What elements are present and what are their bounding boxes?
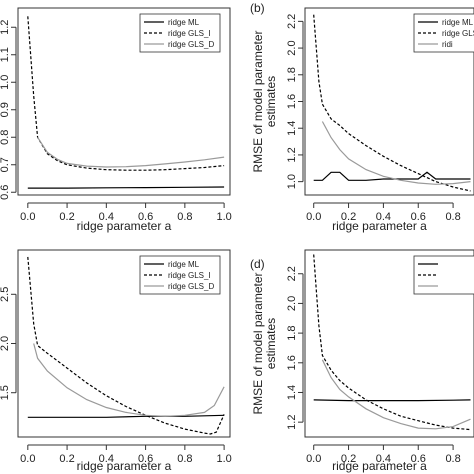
panel-c-y-tick-label: 1.5 bbox=[0, 385, 11, 400]
panel-c-series-2-line bbox=[27, 256, 225, 435]
panel-a-y-tick-label: 1.1 bbox=[0, 47, 11, 62]
panel-d-series-1-line bbox=[313, 399, 471, 402]
panel-b-series-3-line bbox=[321, 121, 471, 185]
panel-d-y-tick-label: 2.0 bbox=[286, 296, 298, 311]
panel-d-x-tick-label: 0.6 bbox=[411, 453, 426, 465]
panel-c-y-tick-label: 2.0 bbox=[0, 336, 11, 351]
panel-a-legend-entry: ridge GLS_D bbox=[168, 40, 214, 49]
panel-a-series-1-line bbox=[27, 186, 225, 189]
panel-b-legend-entry: ridi bbox=[442, 40, 453, 49]
panel-d-y-tick-label: 2.2 bbox=[286, 266, 298, 281]
panel-a-series-2-line bbox=[27, 16, 225, 171]
panel-a-x-label: ridge parameter a bbox=[77, 219, 172, 233]
panel-c-legend-entry: ridge GLS_D bbox=[168, 282, 214, 291]
panel-d-y-label: RMSE of model parameter bbox=[251, 272, 265, 414]
panel-a-x-tick-label: 0.0 bbox=[20, 211, 35, 223]
panel-c-legend bbox=[139, 255, 221, 295]
panel-c-x-tick-label: 0.6 bbox=[138, 453, 153, 465]
panel-b-letter: (b) bbox=[250, 1, 265, 15]
panel-b-y-label: estimates bbox=[264, 76, 278, 127]
panel-a-x-tick-label: 0.8 bbox=[177, 211, 192, 223]
panel-a-x-tick-label: 0.2 bbox=[59, 211, 74, 223]
panel-a-y-tick-label: 1.2 bbox=[0, 20, 11, 35]
panel-a-x-tick-label: 1.0 bbox=[216, 211, 231, 223]
panel-b-series-2-line bbox=[313, 14, 471, 192]
panel-d-x-label: ridge parameter a bbox=[332, 459, 427, 473]
panel-c-legend-entry: ridge GLS_I bbox=[168, 271, 211, 280]
panel-b-x-label: ridge parameter a bbox=[332, 219, 427, 233]
panel-a-y-tick-label: 0.7 bbox=[0, 157, 11, 172]
panel-c-y-tick-label: 2.5 bbox=[0, 287, 11, 302]
panel-b-legend-entry: ridge ML bbox=[442, 18, 474, 27]
panel-d-y-label: estimates bbox=[264, 318, 278, 369]
panel-a-x-tick-label: 0.6 bbox=[138, 211, 153, 223]
panel-c-x-tick-label: 0.8 bbox=[177, 453, 192, 465]
panel-b-series-1-line bbox=[313, 171, 471, 181]
panel-b-y-tick-label: 2.2 bbox=[286, 14, 298, 29]
panel-d-x-tick-label: 0.2 bbox=[341, 453, 356, 465]
panel-d-y-tick-label: 1.2 bbox=[286, 415, 298, 430]
panel-b-x-tick-label: 0.6 bbox=[411, 211, 426, 223]
panel-a-legend-entry: ridge ML bbox=[168, 18, 200, 27]
panel-c-series-1-line bbox=[27, 414, 225, 418]
panel-b-x-tick-label: 0.8 bbox=[445, 211, 460, 223]
panel-c-series-3-line bbox=[33, 343, 225, 417]
panel-c-legend-entry: ridge ML bbox=[168, 260, 200, 269]
panel-a-y-tick-label: 1.0 bbox=[0, 75, 11, 90]
panel-c-x-tick-label: 0.4 bbox=[99, 453, 114, 465]
panel-a-frame bbox=[17, 7, 231, 196]
panel-b-y-label: RMSE of model parameter bbox=[251, 30, 265, 172]
panel-b-y-tick-label: 1.4 bbox=[286, 121, 298, 136]
panel-a-legend-entry: ridge GLS_I bbox=[168, 29, 211, 38]
panel-d-series-2-line bbox=[313, 254, 471, 431]
panel-a-legend bbox=[139, 13, 221, 53]
panel-a-y-tick-label: 0.9 bbox=[0, 102, 11, 117]
panel-b-legend-entry: ridge GLS_I bbox=[442, 29, 474, 38]
panel-b-x-tick-label: 0.2 bbox=[341, 211, 356, 223]
panel-c-x-tick-label: 1.0 bbox=[216, 453, 231, 465]
panel-b-x-tick-label: 0.4 bbox=[376, 211, 391, 223]
panel-d-x-tick-label: 0.8 bbox=[445, 453, 460, 465]
panel-d-y-tick-label: 1.4 bbox=[286, 385, 298, 400]
panel-c-x-tick-label: 0.0 bbox=[20, 453, 35, 465]
panel-d-x-tick-label: 0.4 bbox=[376, 453, 391, 465]
panel-c-x-label: ridge parameter a bbox=[77, 459, 172, 473]
panel-d-y-tick-label: 1.8 bbox=[286, 325, 298, 340]
panel-b-y-tick-label: 1.0 bbox=[286, 174, 298, 189]
panel-a-y-tick-label: 0.6 bbox=[0, 185, 11, 200]
panel-d-x-tick-label: 0.0 bbox=[306, 453, 321, 465]
panel-b-y-tick-label: 1.6 bbox=[286, 94, 298, 109]
panel-c-x-tick-label: 0.2 bbox=[59, 453, 74, 465]
panel-d-series-3-line bbox=[321, 359, 471, 430]
panel-d-frame bbox=[304, 249, 474, 438]
panel-a-x-tick-label: 0.4 bbox=[99, 211, 114, 223]
panel-b-x-tick-label: 0.0 bbox=[306, 211, 321, 223]
panel-b-y-tick-label: 1.8 bbox=[286, 67, 298, 82]
panel-b-y-tick-label: 2.0 bbox=[286, 40, 298, 55]
panel-a-y-tick-label: 0.8 bbox=[0, 130, 11, 145]
panel-b-y-tick-label: 1.2 bbox=[286, 147, 298, 162]
panel-c-frame bbox=[17, 249, 231, 438]
panel-b-frame bbox=[304, 7, 474, 196]
panel-a-series-3-line bbox=[37, 136, 225, 168]
panel-d-letter: (d) bbox=[250, 257, 265, 271]
panel-d-y-tick-label: 1.6 bbox=[286, 355, 298, 370]
